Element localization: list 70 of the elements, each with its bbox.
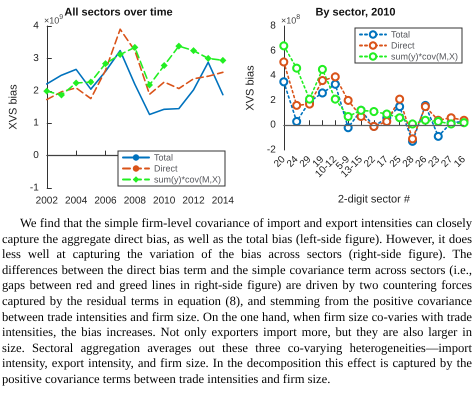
y-tick-label: 0 bbox=[270, 120, 276, 131]
point bbox=[305, 94, 314, 104]
legend-label: sum(y)*cov(M,X) bbox=[154, 174, 222, 184]
point bbox=[160, 62, 168, 70]
point bbox=[190, 47, 198, 54]
point bbox=[434, 132, 443, 141]
line-series bbox=[46, 28, 224, 100]
point bbox=[382, 110, 392, 119]
point bbox=[344, 96, 353, 105]
point bbox=[72, 80, 80, 87]
y-tick-label: 6 bbox=[270, 45, 276, 56]
point bbox=[382, 116, 392, 126]
point bbox=[87, 78, 94, 86]
legend-label: sum(y)*cov(M,X) bbox=[391, 52, 458, 62]
point bbox=[102, 60, 109, 68]
point bbox=[279, 41, 288, 50]
point bbox=[318, 88, 327, 98]
point bbox=[330, 80, 340, 89]
y-tick-label: 4 bbox=[33, 20, 40, 32]
point bbox=[395, 94, 404, 104]
point bbox=[219, 56, 226, 64]
point bbox=[369, 107, 378, 116]
point bbox=[43, 88, 50, 95]
y-tick-label: -2 bbox=[266, 144, 276, 156]
point bbox=[116, 51, 124, 58]
y-axis-title: XVS bias bbox=[244, 64, 256, 111]
x-tick-label: 2002 bbox=[36, 196, 58, 206]
point bbox=[292, 100, 302, 110]
point bbox=[279, 57, 288, 66]
point bbox=[408, 134, 418, 144]
y-tick-label: 2 bbox=[270, 94, 276, 106]
y-tick-label: 8 bbox=[270, 20, 276, 32]
point bbox=[330, 72, 340, 82]
line-series bbox=[46, 50, 224, 116]
legend-label: Direct bbox=[154, 164, 178, 174]
point bbox=[330, 94, 340, 104]
x-tick-label: 2014 bbox=[212, 196, 234, 206]
point bbox=[292, 116, 302, 126]
point bbox=[131, 44, 138, 51]
legend-label: Total bbox=[154, 152, 174, 162]
text: We find that the simple firm-level covariance of import and export intensities can closely capture the aggregate direct bias, as well as the total bias (left-side figure). However, it does less well at capturing the variation of the bias across sectors (right-side figure). The differences between the direct bias term and the simple covariance term across sectors (i.e., gaps between red and greed lines in right-side figure) are driven by two countering forces captured by the residual terms in equation (8), and stemming from the positive covariance between trade intensities and firm size. On the one hand, when firm size co-varies with trade intensities, the bias increases. Not only exporters import more, but they are also larger in size. Sectoral aggregation averages out these three co-varying heterogeneities—import intensity, export intensity, and firm size. In the decomposition this effect is captured by the positive covariance terms between trade intensities and firm size. bbox=[2, 216, 472, 386]
point bbox=[58, 92, 65, 99]
point bbox=[344, 112, 353, 122]
point bbox=[175, 42, 182, 50]
x-tick-label: 2004 bbox=[65, 196, 88, 206]
y-tick-label: 0 bbox=[33, 150, 40, 162]
x-axis-title: 2-digit sector # bbox=[338, 194, 411, 206]
point bbox=[292, 64, 302, 73]
legend-label: Total bbox=[391, 30, 410, 40]
y-tick-label: 3 bbox=[33, 52, 40, 64]
point bbox=[395, 102, 404, 112]
point bbox=[420, 116, 430, 125]
point bbox=[318, 76, 327, 86]
y-tick-label: 2 bbox=[33, 85, 40, 96]
chart-title: By sector, 2010 bbox=[315, 6, 396, 18]
point bbox=[395, 113, 404, 122]
y-axis-title: XVS bias bbox=[8, 84, 20, 130]
point bbox=[279, 77, 288, 86]
y-tick-label: 1 bbox=[33, 118, 40, 129]
point bbox=[318, 64, 327, 74]
point bbox=[204, 54, 212, 62]
x-tick-label: 2012 bbox=[182, 196, 206, 206]
x-tick-label: 2010 bbox=[153, 196, 176, 206]
x-tick-label: 2008 bbox=[124, 196, 146, 206]
y-tick-label: -1 bbox=[30, 182, 40, 194]
x-tick-label: 2006 bbox=[94, 196, 118, 206]
point bbox=[146, 81, 154, 88]
chart-title: All sectors over time bbox=[64, 6, 173, 18]
y-tick-label: 4 bbox=[270, 70, 276, 82]
legend-label: Direct bbox=[391, 40, 415, 50]
